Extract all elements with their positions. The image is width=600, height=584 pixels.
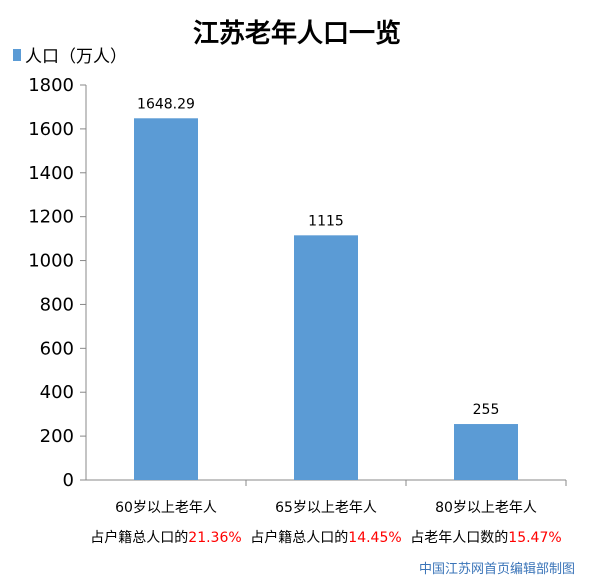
y-tick-label: 400 [40, 382, 74, 403]
bar [294, 235, 358, 480]
bars [134, 118, 518, 480]
note-text: 占户籍总人口的 [90, 529, 188, 546]
note-text: 占老年人口数的 [410, 530, 508, 546]
note-percentage: 15.47% [508, 530, 561, 546]
data-labels: 1648.29 1115 255 [137, 96, 499, 418]
category-label: 65岁以上老年人 [275, 500, 377, 516]
y-tick-label: 800 [40, 294, 74, 315]
category-label: 80岁以上老年人 [435, 500, 537, 516]
category-note: 占户籍总人口的14.45% [250, 529, 401, 546]
category-labels: 60岁以上老年人 65岁以上老年人 80岁以上老年人 [115, 500, 537, 516]
credit-line: 中国江苏网首页编辑部制图 [419, 561, 575, 577]
y-tick-label: 0 [63, 470, 74, 491]
legend: 人口（万人） [13, 47, 127, 67]
category-notes: 占户籍总人口的21.36% 占户籍总人口的14.45% 占老年人口数的15.47% [90, 529, 561, 546]
category-label: 60岁以上老年人 [115, 500, 217, 516]
data-label: 1648.29 [137, 96, 195, 112]
y-tick-label: 600 [40, 338, 74, 359]
bar [454, 424, 518, 480]
category-note: 占户籍总人口的21.36% [90, 529, 241, 546]
chart-title: 江苏老年人口一览 [193, 18, 401, 49]
y-tick-label: 1600 [28, 119, 74, 140]
note-percentage: 21.36% [188, 530, 241, 546]
category-note: 占老年人口数的15.47% [410, 530, 561, 546]
y-axis-ticks: 0 200 400 600 800 1000 1200 1400 1600 1800 [28, 75, 86, 491]
y-tick-label: 200 [40, 426, 74, 447]
data-label: 1115 [308, 213, 344, 229]
data-label: 255 [473, 402, 500, 418]
bar [134, 118, 198, 480]
legend-swatch [13, 49, 21, 61]
y-tick-label: 1400 [28, 163, 74, 184]
y-tick-label: 1000 [28, 251, 74, 272]
y-tick-label: 1800 [28, 75, 74, 96]
note-text: 占户籍总人口的 [250, 529, 348, 546]
legend-label: 人口（万人） [25, 47, 127, 67]
y-tick-label: 1200 [28, 207, 74, 228]
note-percentage: 14.45% [348, 530, 401, 546]
